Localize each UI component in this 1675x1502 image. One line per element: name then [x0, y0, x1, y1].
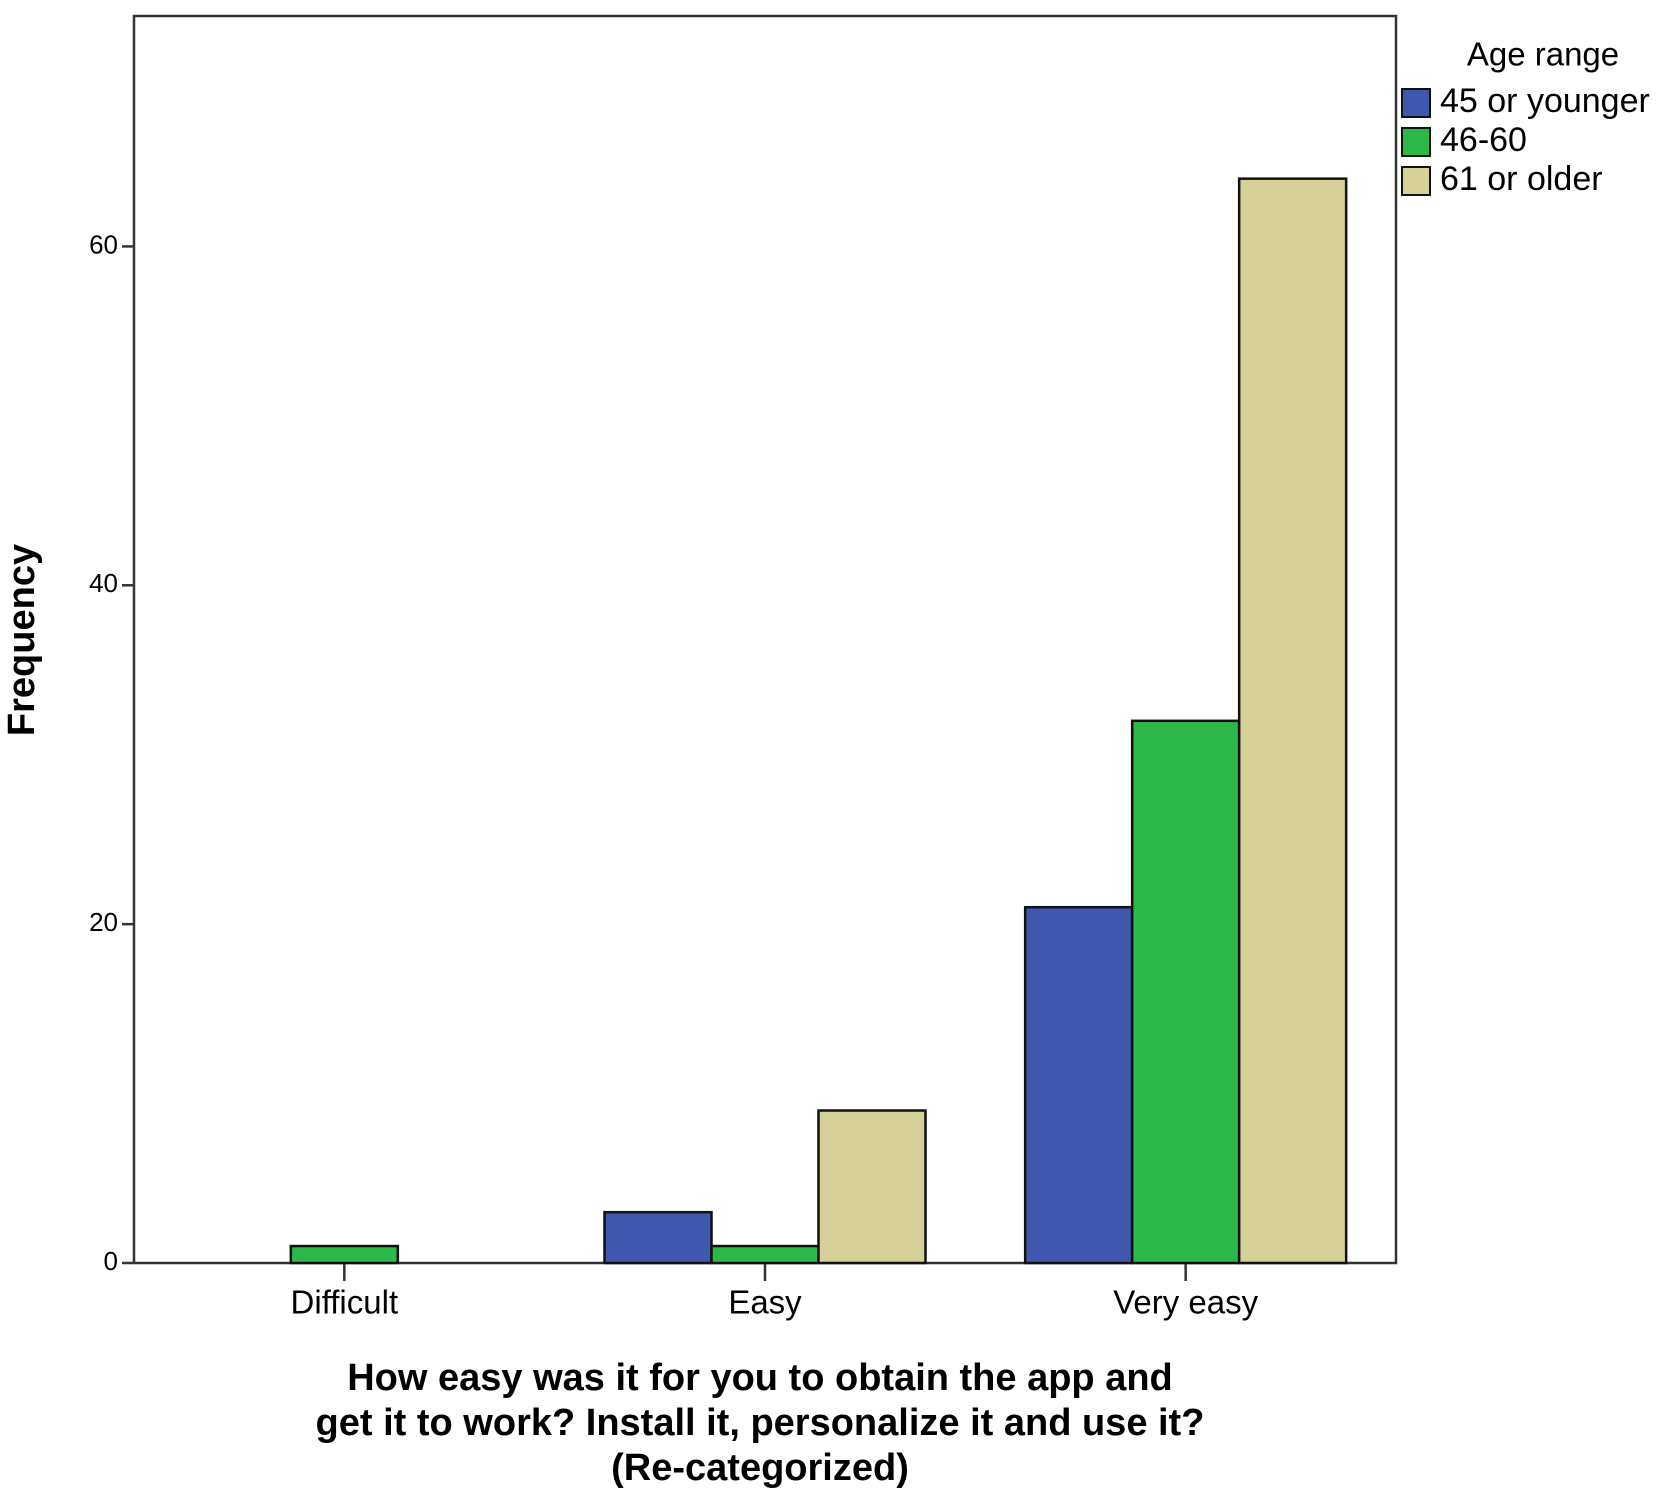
x-axis-label: How easy was it for you to obtain the ap…	[347, 1357, 1173, 1399]
x-tick-label: Very easy	[1113, 1284, 1258, 1321]
bar	[1023, 905, 1134, 1265]
y-tick-label: 60	[89, 229, 118, 259]
legend-swatch	[1401, 88, 1431, 118]
legend-title: Age range	[1467, 36, 1619, 73]
x-axis-label: get it to work? Install it, personalize …	[316, 1402, 1205, 1444]
legend-label: 61 or older	[1440, 160, 1603, 198]
y-axis-label: Frequency	[1, 544, 43, 736]
x-axis-label: (Re-categorized)	[611, 1447, 909, 1489]
x-tick-label: Difficult	[291, 1284, 399, 1321]
bar	[603, 1210, 713, 1265]
bar	[1237, 177, 1348, 1265]
legend-swatch	[1401, 127, 1431, 157]
bar	[710, 1244, 820, 1265]
legend-label: 46-60	[1440, 121, 1527, 159]
x-tick-label: Easy	[728, 1284, 802, 1321]
legend-label: 45 or younger	[1440, 82, 1650, 120]
y-tick-label: 20	[89, 907, 118, 937]
bar	[289, 1244, 400, 1265]
bar	[817, 1109, 927, 1265]
y-tick-label: 0	[104, 1246, 118, 1276]
bar	[1130, 719, 1241, 1265]
legend-swatch	[1401, 166, 1431, 196]
y-tick-label: 40	[89, 568, 118, 598]
